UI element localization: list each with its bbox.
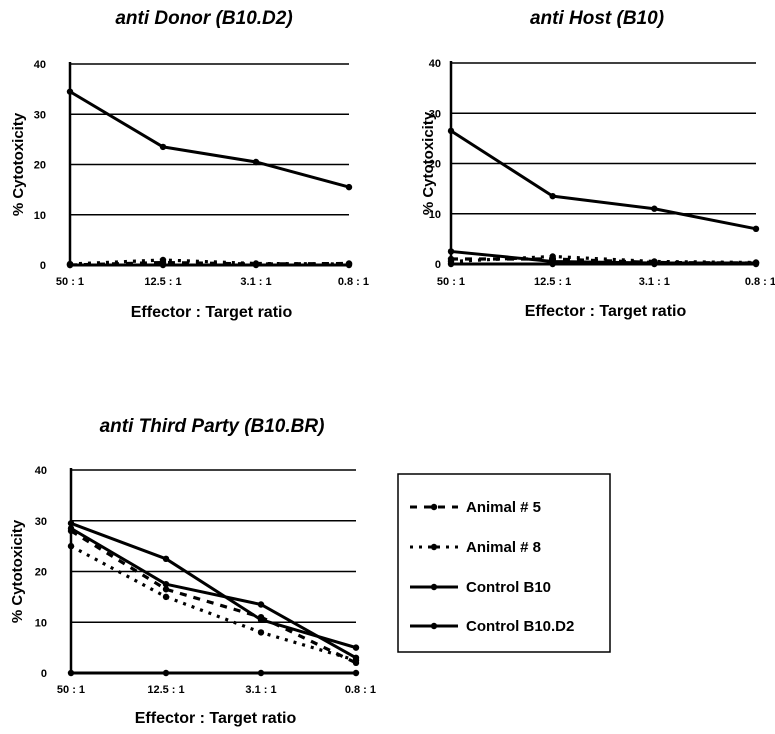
x-tick-label: 3.1 : 1	[639, 276, 670, 288]
data-point	[67, 542, 75, 550]
data-point	[447, 248, 455, 255]
chart-panel-3	[67, 468, 360, 677]
chart-title: anti Host (B10)	[530, 8, 664, 29]
series-line-animal-8	[69, 258, 350, 266]
data-point	[66, 261, 74, 269]
x-tick-label: 50 : 1	[57, 684, 85, 696]
data-point	[67, 669, 75, 677]
chart-title: anti Third Party (B10.BR)	[100, 416, 325, 437]
data-point	[257, 601, 265, 608]
x-tick-label: 50 : 1	[437, 276, 465, 288]
y-tick-label: 20	[35, 567, 47, 579]
y-tick-label: 30	[34, 109, 46, 121]
data-point	[67, 520, 75, 527]
data-point	[447, 260, 455, 268]
legend-label: Animal # 8	[466, 539, 541, 556]
y-tick-label: 10	[35, 617, 47, 629]
legend-marker	[430, 543, 438, 551]
x-axis-label: Effector : Target ratio	[135, 710, 297, 727]
x-tick-label: 12.5 : 1	[534, 276, 571, 288]
y-tick-label: 40	[35, 465, 47, 477]
legend-marker	[430, 622, 438, 630]
data-point	[352, 669, 360, 677]
data-point	[162, 586, 170, 593]
data-point	[352, 644, 360, 651]
legend-label: Control B10.D2	[466, 618, 574, 635]
series-line-control-b10	[69, 90, 350, 189]
x-axis-label: Effector : Target ratio	[131, 304, 293, 321]
legend	[397, 473, 611, 653]
y-tick-label: 20	[429, 159, 441, 171]
y-tick-label: 10	[34, 210, 46, 222]
data-point	[549, 192, 556, 200]
y-tick-label: 20	[34, 160, 46, 172]
data-point	[651, 205, 658, 212]
legend-label: Animal # 5	[466, 499, 541, 516]
data-point	[257, 629, 265, 636]
data-point	[345, 183, 353, 191]
y-axis-label: % Cytotoxicity	[10, 112, 27, 216]
legend-marker	[430, 503, 438, 511]
y-tick-label: 0	[435, 259, 441, 271]
y-tick-label: 40	[429, 58, 441, 70]
x-tick-label: 3.1 : 1	[245, 684, 276, 696]
data-point	[752, 259, 760, 267]
data-point	[345, 261, 353, 269]
data-point	[752, 225, 760, 233]
y-tick-label: 10	[429, 209, 441, 221]
data-point	[252, 158, 260, 166]
data-point	[66, 88, 74, 95]
x-tick-label: 0.8 : 1	[745, 276, 775, 288]
data-point	[257, 616, 265, 623]
x-tick-label: 12.5 : 1	[144, 276, 181, 288]
data-point	[549, 253, 556, 260]
x-tick-label: 12.5 : 1	[147, 684, 184, 696]
y-tick-label: 30	[429, 108, 441, 120]
legend-marker	[430, 583, 438, 591]
data-point	[549, 258, 556, 265]
y-tick-label: 30	[35, 516, 47, 528]
x-axis-label: Effector : Target ratio	[525, 303, 687, 320]
legend-box	[397, 473, 611, 653]
chart-title: anti Donor (B10.D2)	[115, 8, 292, 29]
data-point	[651, 259, 658, 267]
data-point	[252, 261, 260, 269]
y-axis-label: % Cytotoxicity	[420, 111, 437, 215]
chart-panel-2	[447, 61, 760, 268]
data-point	[257, 669, 265, 677]
data-point	[447, 127, 455, 135]
series-line-extra-4	[450, 249, 756, 265]
series-line-control-b10-d2	[70, 521, 357, 650]
x-tick-label: 50 : 1	[56, 276, 84, 288]
data-point	[162, 555, 170, 563]
y-axis-label: % Cytotoxicity	[9, 519, 26, 623]
data-point	[159, 261, 167, 269]
data-point	[162, 593, 170, 601]
data-point	[162, 669, 170, 677]
y-tick-label: 40	[34, 59, 46, 71]
legend-label: Control B10	[466, 579, 551, 596]
x-tick-label: 3.1 : 1	[240, 276, 271, 288]
series-line-control-b10	[70, 527, 357, 660]
data-point	[67, 525, 75, 532]
series-line-control-b10-d2	[450, 129, 757, 231]
x-tick-label: 0.8 : 1	[345, 684, 376, 696]
series-line-animal-5	[70, 529, 357, 665]
data-point	[352, 654, 360, 661]
x-tick-label: 0.8 : 1	[338, 276, 369, 288]
data-point	[162, 580, 170, 588]
data-point	[159, 143, 167, 151]
y-tick-label: 0	[41, 668, 47, 680]
chart-panel-1	[66, 62, 353, 269]
data-point	[159, 256, 167, 264]
y-tick-label: 0	[40, 260, 46, 272]
